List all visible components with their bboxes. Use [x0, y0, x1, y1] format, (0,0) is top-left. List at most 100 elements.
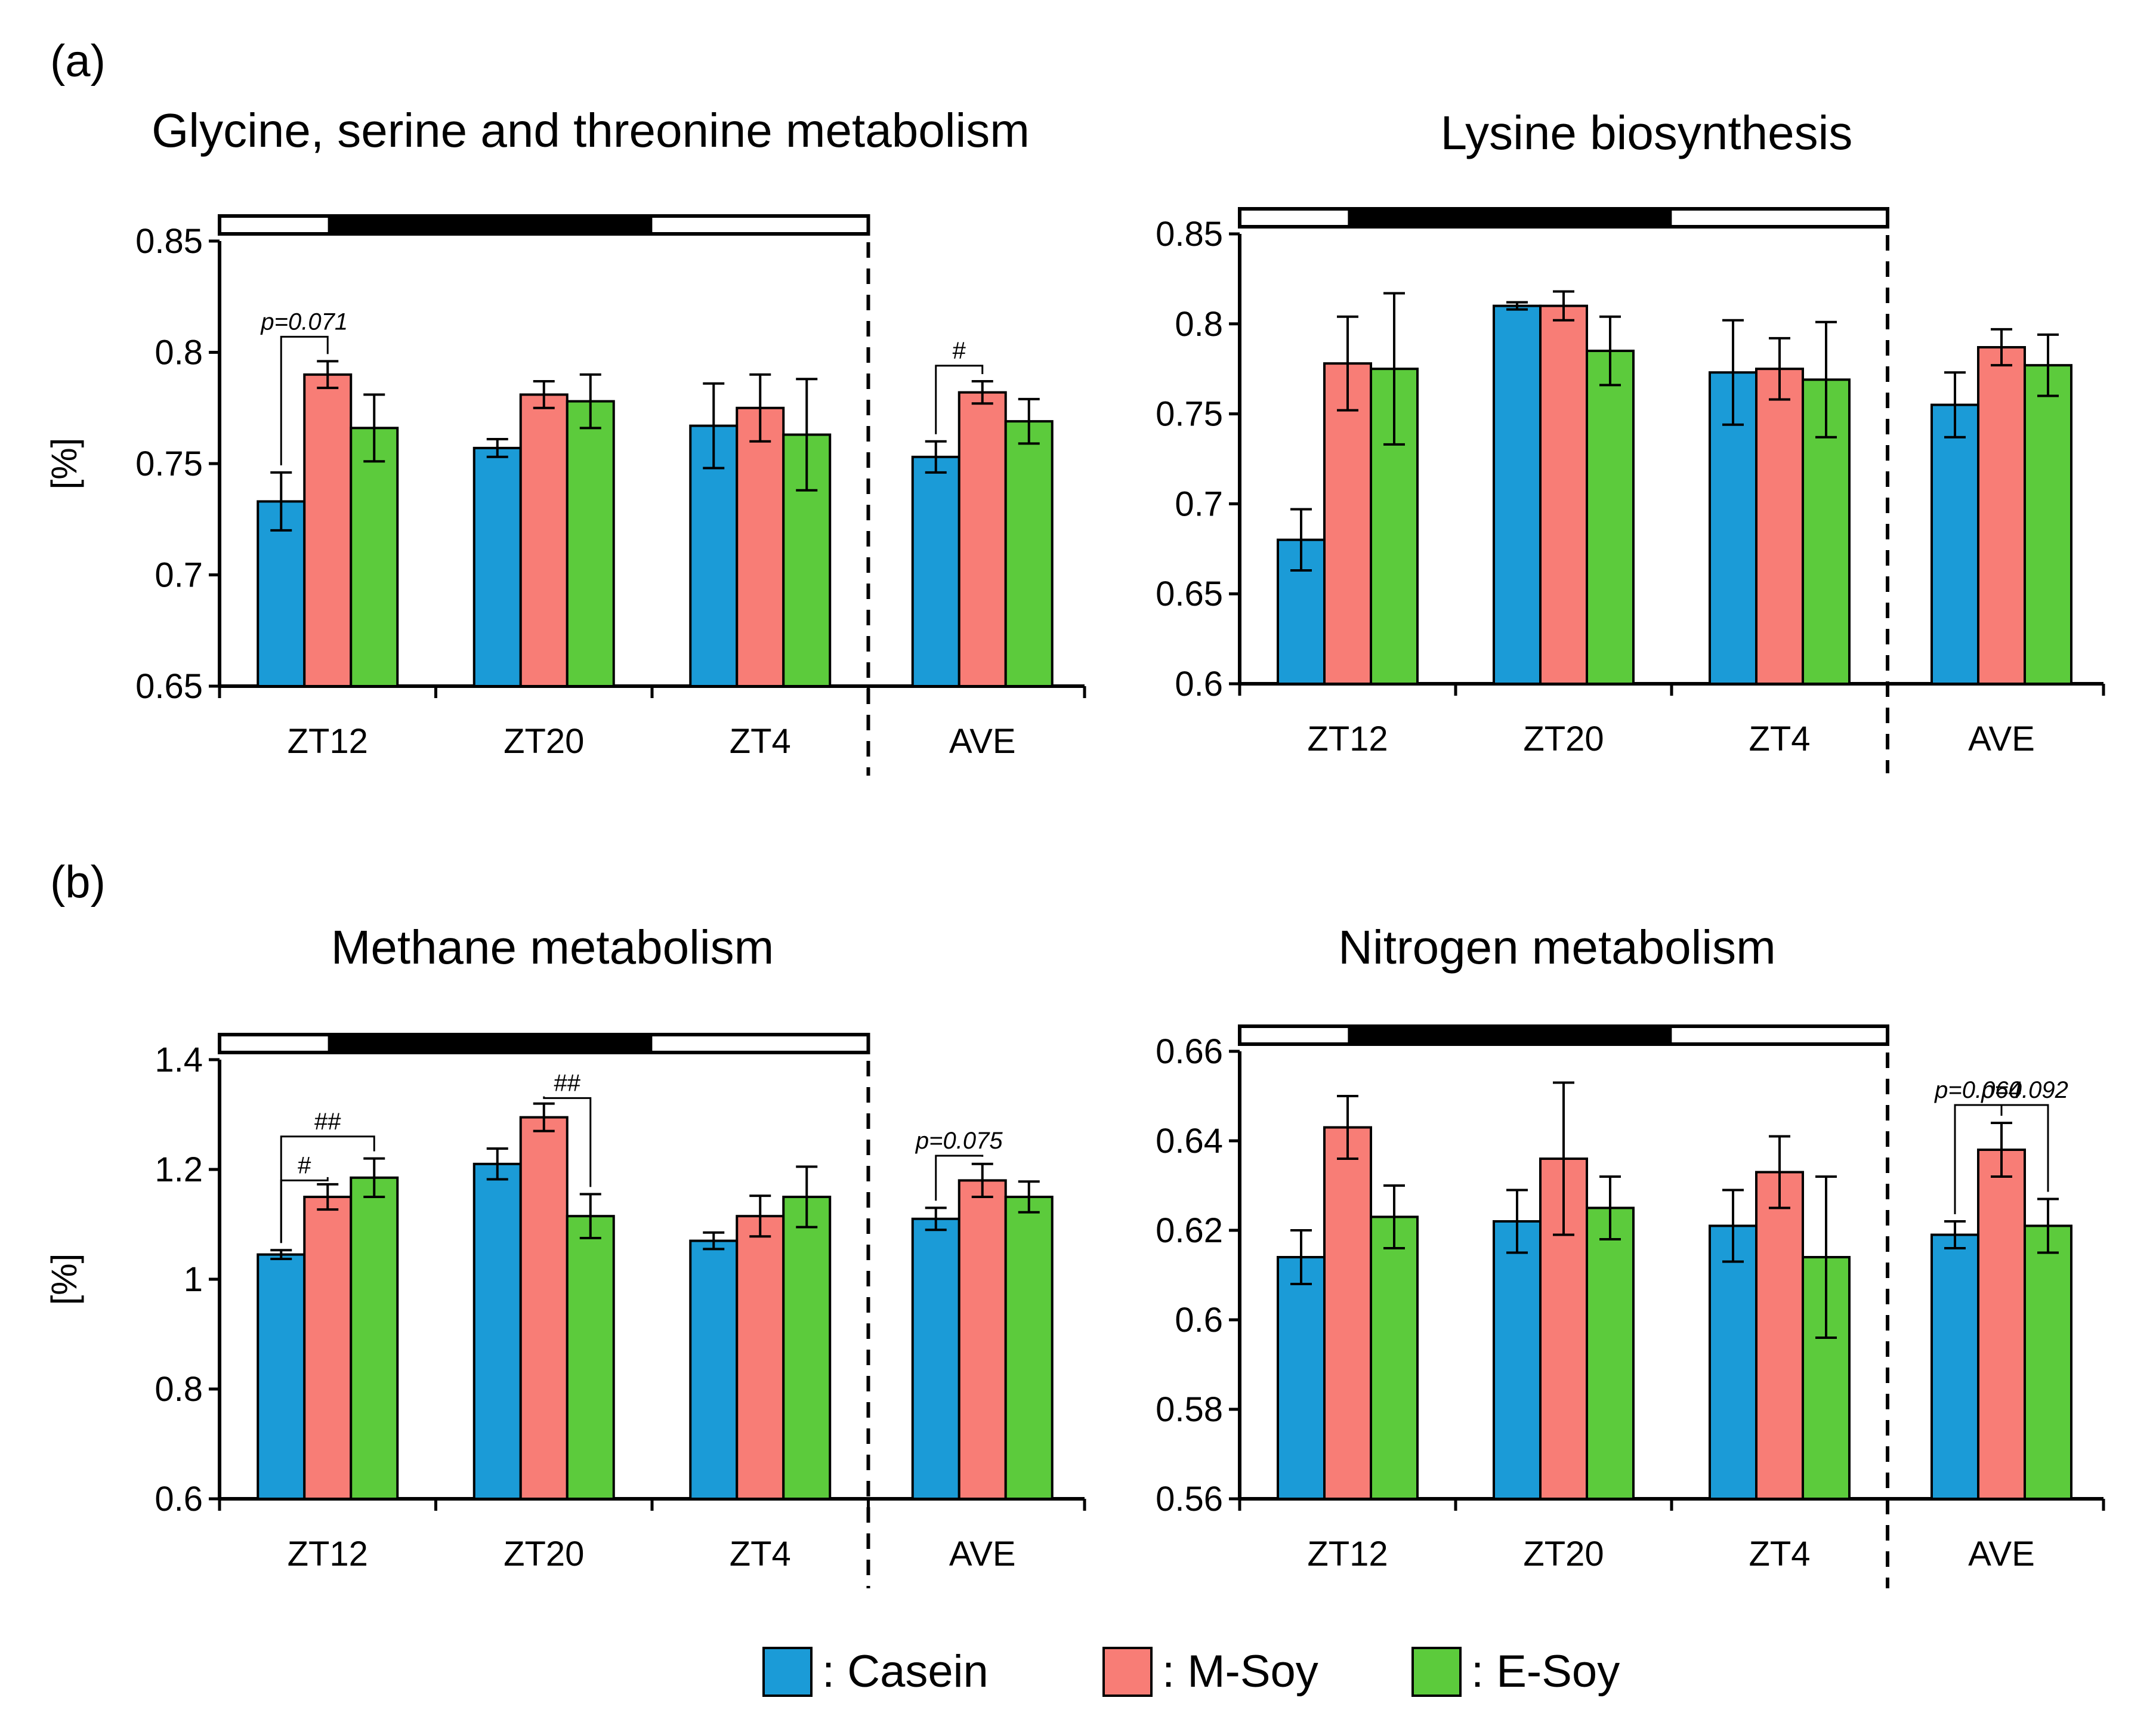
- bar-casein-zt12: [257, 1253, 306, 1501]
- x-category-label: ZT4: [730, 722, 791, 761]
- legend-label-e-soy: : E-Soy: [1471, 1646, 1620, 1697]
- panel-label-a: (a): [50, 36, 106, 87]
- bar-e-soy-ave: [2024, 364, 2072, 685]
- bar-m-soy-ave: [1977, 346, 2026, 685]
- bar-m-soy-zt20: [519, 1116, 569, 1500]
- bar-e-soy-zt12: [1370, 1215, 1419, 1500]
- x-category-label: ZT20: [504, 722, 584, 761]
- bar-m-soy-zt12: [1323, 1126, 1372, 1500]
- x-category-label: AVE: [1968, 720, 2035, 758]
- y-tick-label: 1.2: [155, 1150, 203, 1189]
- bar-m-soy-zt4: [736, 1215, 785, 1500]
- y-tick-label: 0.62: [1156, 1211, 1223, 1250]
- y-tick-label: 0.65: [1156, 575, 1223, 613]
- bar-m-soy-zt4: [736, 406, 785, 687]
- dark-period-band: [328, 216, 653, 234]
- legend-swatch-e-soy: [1411, 1647, 1462, 1697]
- y-tick-label: 0.66: [1156, 1032, 1223, 1071]
- significance-bracket: [543, 1096, 592, 1187]
- y-tick-label: 0.64: [1156, 1122, 1223, 1160]
- x-category-label: AVE: [1968, 1535, 2035, 1573]
- bar-casein-zt12: [1277, 1256, 1326, 1500]
- y-tick-label: 1.4: [155, 1041, 203, 1079]
- y-tick-label: 0.8: [155, 1370, 203, 1409]
- bar-e-soy-zt20: [566, 1215, 615, 1500]
- dark-period-band: [1348, 1026, 1672, 1044]
- panel-label-b: (b): [50, 857, 106, 908]
- x-category-label: AVE: [949, 722, 1016, 761]
- y-tick-label: 0.7: [1175, 484, 1223, 523]
- dark-period-band: [328, 1035, 653, 1053]
- bar-casein-zt20: [1493, 1220, 1542, 1500]
- bar-m-soy-zt20: [1539, 304, 1588, 685]
- bar-m-soy-zt12: [1323, 362, 1372, 685]
- bar-m-soy-ave: [1977, 1149, 2026, 1500]
- y-tick-label: 0.6: [155, 1480, 203, 1518]
- significance-label: p=0.075: [915, 1128, 1003, 1154]
- chart-nitrogen-metabolism: Nitrogen metabolism 0.56 0.58 0.6 0.62 0.64 0.…: [1156, 921, 2105, 1588]
- bar-e-soy-ave: [1004, 1196, 1054, 1500]
- significance-label: p=0.071: [260, 308, 348, 335]
- chart-title: Lysine biosynthesis: [1441, 106, 1853, 159]
- bar-casein-zt20: [472, 446, 522, 687]
- significance-label: p=0.092: [1981, 1077, 2068, 1103]
- bar-e-soy-ave: [2024, 1224, 2072, 1500]
- bar-casein-ave: [1930, 403, 1979, 686]
- y-tick-label: 0.8: [1175, 305, 1223, 344]
- legend-label-casein: : Casein: [822, 1646, 989, 1697]
- x-category-label: ZT20: [1523, 1535, 1604, 1573]
- bar-casein-zt4: [689, 1239, 739, 1501]
- significance-bracket: [280, 335, 329, 465]
- y-tick-label: 0.85: [135, 222, 203, 261]
- chart-title: Methane metabolism: [331, 921, 774, 974]
- significance-label: ##: [554, 1070, 581, 1096]
- y-tick-label: 0.58: [1156, 1390, 1223, 1429]
- bar-e-soy-ave: [1004, 420, 1054, 687]
- bar-m-soy-ave: [957, 1179, 1007, 1500]
- x-category-label: ZT4: [1749, 1535, 1810, 1573]
- bar-e-soy-zt12: [350, 1176, 399, 1501]
- significance-bracket: [935, 1155, 984, 1201]
- bar-m-soy-ave: [957, 391, 1007, 687]
- significance-bracket: [280, 1135, 375, 1243]
- x-category-label: ZT4: [730, 1535, 791, 1573]
- significance-label: #: [953, 338, 966, 364]
- chart-glycine-serine-threonine: Glycine, serine and threonine metabolism…: [44, 104, 1086, 776]
- bar-e-soy-zt20: [1586, 1206, 1635, 1500]
- x-category-label: ZT12: [288, 722, 368, 761]
- dark-period-band: [1348, 209, 1672, 227]
- x-category-label: ZT20: [504, 1535, 584, 1573]
- bar-casein-zt20: [1493, 304, 1542, 685]
- bar-casein-ave: [911, 455, 960, 687]
- y-tick-label: 0.6: [1175, 1301, 1223, 1339]
- y-tick-label: 0.65: [135, 667, 203, 706]
- significance-bracket: [2000, 1104, 2049, 1192]
- y-tick-label: 0.75: [135, 445, 203, 483]
- chart-lysine-biosynthesis: Lysine biosynthesis 0.6 0.65 0.7 0.75 0.8 0.85…: [1156, 106, 2105, 773]
- legend-label-m-soy: : M-Soy: [1162, 1646, 1318, 1697]
- bar-m-soy-zt12: [303, 373, 353, 687]
- y-tick-label: 0.85: [1156, 215, 1223, 254]
- x-category-label: ZT12: [1307, 720, 1388, 758]
- y-tick-label: 1: [184, 1260, 203, 1299]
- chart-methane-metabolism: Methane metabolism 0.6 0.8 1 1.2 1.4 [%] ZT12 ZT…: [44, 921, 1086, 1588]
- legend-swatch-casein: [762, 1647, 813, 1697]
- chart-title: Nitrogen metabolism: [1338, 921, 1776, 974]
- significance-bracket: [935, 365, 984, 434]
- bar-m-soy-zt20: [519, 393, 569, 687]
- y-tick-label: 0.56: [1156, 1480, 1223, 1518]
- bar-casein-ave: [1930, 1233, 1979, 1500]
- bar-casein-zt4: [1709, 1224, 1757, 1500]
- x-category-label: ZT12: [288, 1535, 368, 1573]
- bar-m-soy-zt4: [1755, 1171, 1804, 1500]
- significance-label: #: [298, 1152, 311, 1178]
- bar-e-soy-zt20: [566, 400, 615, 687]
- significance-label: p=0.064: [1934, 1077, 2022, 1103]
- bar-casein-zt20: [472, 1162, 522, 1501]
- bar-casein-ave: [911, 1217, 960, 1501]
- significance-label: ##: [314, 1109, 341, 1135]
- chart-title: Glycine, serine and threonine metabolism: [152, 104, 1030, 157]
- y-tick-label: 0.6: [1175, 665, 1223, 703]
- bar-e-soy-zt12: [350, 427, 399, 687]
